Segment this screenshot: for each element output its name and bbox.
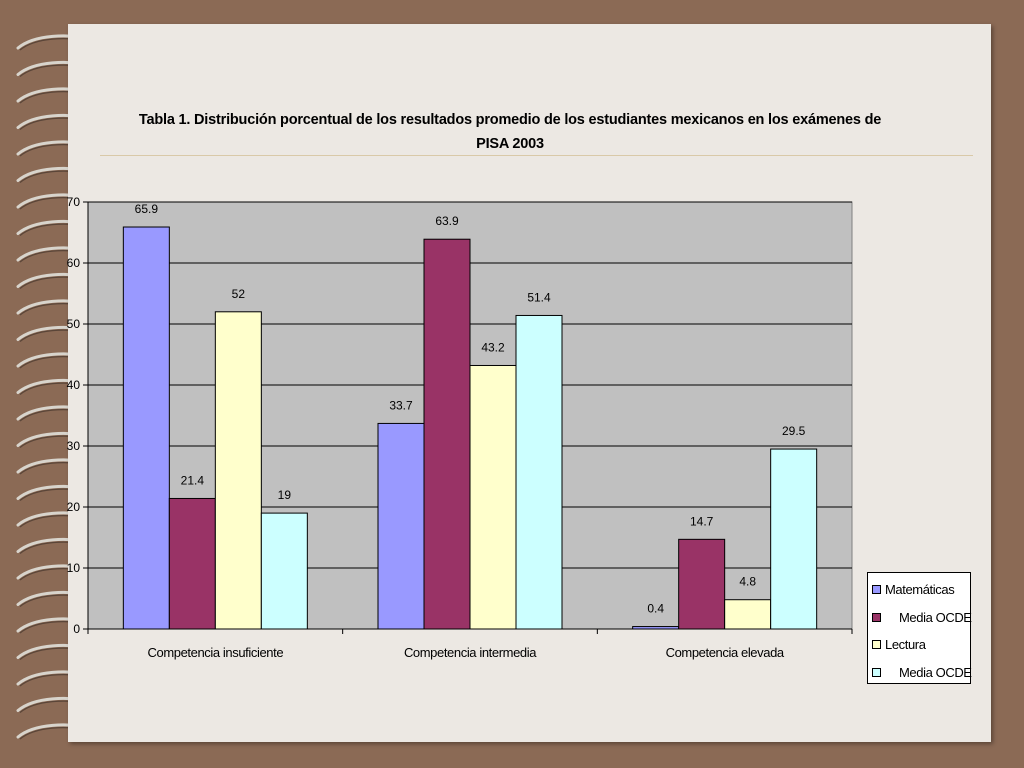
bar [423,238,471,630]
data-label: 63.9 [435,214,459,228]
title-divider [100,155,973,156]
legend-swatch-media-ocde-2 [872,667,881,677]
data-label: 43.2 [481,340,505,354]
bar [168,497,216,630]
bar [678,538,726,630]
data-label: 14.7 [690,514,714,528]
y-tick-label: 10 [67,561,81,575]
bar [377,422,425,630]
legend-item-matematicas: Matemáticas [872,576,966,604]
chart-title: Tabla 1. Distribución porcentual de los … [130,108,890,156]
y-tick-label: 70 [67,195,81,209]
legend-swatch-matematicas [872,585,881,595]
data-label: 0.4 [647,602,664,616]
legend-item-media-ocde-2: Media OCDE [872,659,972,687]
x-tick-label: Competencia intermedia [404,645,537,660]
legend-label: Media OCDE [899,664,972,680]
legend-swatch-media-ocde-1 [872,612,881,622]
bar [122,226,170,630]
y-tick-label: 60 [67,256,81,270]
legend-item-lectura: Lectura [872,631,966,659]
data-label: 33.7 [389,398,413,412]
data-label: 65.9 [135,202,159,216]
y-tick-label: 20 [67,500,81,514]
chart-title-line-1: Tabla 1. Distribución porcentual de los … [138,112,882,128]
y-tick-label: 0 [73,622,80,636]
legend-label: Media OCDE [899,609,972,625]
data-label: 29.5 [782,424,806,438]
y-tick-label: 50 [67,317,81,331]
data-label: 52 [232,287,246,301]
bar [260,512,308,630]
legend-label: Matemáticas [885,582,955,598]
bar [724,599,772,630]
x-tick-label: Competencia elevada [666,645,785,660]
bar [632,626,680,630]
legend-label: Lectura [885,637,926,653]
data-label: 51.4 [527,290,551,304]
legend-item-media-ocde-1: Media OCDE [872,604,972,632]
bar [214,311,262,630]
chart-title-line-2: PISA 2003 [476,136,544,152]
data-label: 4.8 [739,575,756,589]
y-tick-label: 40 [67,378,81,392]
bar [469,364,517,630]
bar [515,314,563,630]
y-tick-label: 30 [67,439,81,453]
data-label: 21.4 [181,473,205,487]
legend-swatch-lectura [872,640,881,650]
data-label: 19 [278,488,292,502]
chart-legend: Matemáticas Media OCDE Lectura Media OCD… [867,572,972,687]
bar [770,448,818,630]
x-tick-label: Competencia insuficiente [148,645,284,660]
